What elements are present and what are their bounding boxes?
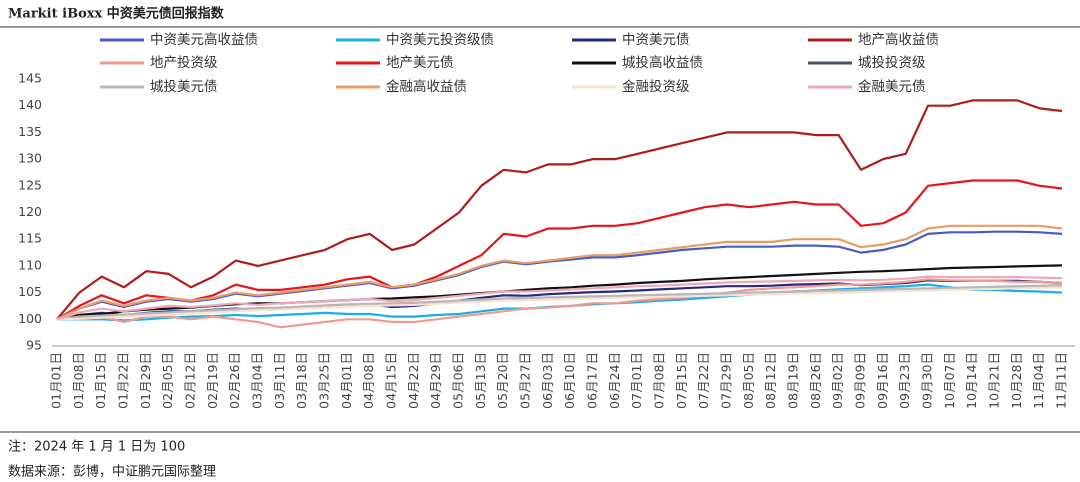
y-tick-label: 130 bbox=[18, 151, 42, 166]
x-tick-label: 02月12日 bbox=[183, 352, 198, 409]
legend-label: 中资美元投资级债 bbox=[386, 32, 494, 48]
legend-label: 城投高收益债 bbox=[622, 54, 703, 71]
y-tick-label: 110 bbox=[18, 257, 42, 272]
x-tick-label: 05月13日 bbox=[473, 352, 488, 409]
legend-label: 地产高收益债 bbox=[858, 31, 939, 48]
x-tick-label: 06月17日 bbox=[585, 352, 600, 409]
x-tick-label: 07月01日 bbox=[629, 352, 644, 409]
x-tick-label: 11月04日 bbox=[1031, 352, 1046, 409]
x-tick-label: 08月05日 bbox=[741, 352, 756, 409]
legend-label: 金融美元债 bbox=[858, 79, 926, 95]
x-tick-label: 03月04日 bbox=[250, 352, 265, 409]
series-line bbox=[56, 99, 1063, 321]
legend-label: 城投美元债 bbox=[150, 79, 218, 95]
x-tick-label: 04月01日 bbox=[339, 352, 354, 409]
x-tick-label: 01月01日 bbox=[49, 352, 64, 409]
x-tick-label: 09月16日 bbox=[875, 352, 890, 409]
x-tick-label: 02月19日 bbox=[205, 352, 220, 409]
x-tick-label: 01月29日 bbox=[138, 352, 153, 409]
x-tick-label: 04月22日 bbox=[406, 352, 421, 409]
x-tick-label: 07月15日 bbox=[674, 352, 689, 409]
x-tick-label: 08月12日 bbox=[763, 352, 778, 409]
x-tick-label: 07月22日 bbox=[696, 352, 711, 409]
x-tick-label: 06月03日 bbox=[540, 352, 555, 409]
series-line bbox=[56, 275, 1063, 321]
footnote: 数据来源：彭博，中证鹏元国际整理 bbox=[8, 465, 216, 480]
series-line bbox=[56, 179, 1063, 321]
x-tick-label: 03月11日 bbox=[272, 352, 287, 409]
legend-label: 地产投资级 bbox=[150, 55, 218, 71]
x-tick-label: 04月08日 bbox=[361, 352, 376, 409]
x-tick-label: 06月10日 bbox=[562, 352, 577, 409]
x-tick-label: 04月29日 bbox=[428, 352, 443, 409]
x-tick-label: 09月09日 bbox=[853, 352, 868, 409]
x-tick-label: 01月15日 bbox=[93, 352, 108, 409]
legend-label: 中资美元高收益债 bbox=[150, 31, 258, 48]
footnote: 注：2024 年 1 月 1 日为 100 bbox=[8, 440, 185, 455]
x-tick-label: 09月30日 bbox=[920, 352, 935, 409]
x-tick-label: 11月11日 bbox=[1054, 352, 1069, 409]
legend-label: 金融投资级 bbox=[622, 79, 690, 95]
series-line bbox=[56, 284, 1063, 321]
y-tick-label: 100 bbox=[18, 311, 42, 326]
chart-title: Markit iBoxx 中资美元债回报指数 bbox=[8, 6, 225, 22]
legend-label: 中资美元债 bbox=[622, 32, 690, 48]
x-tick-label: 01月22日 bbox=[116, 352, 131, 409]
series-line bbox=[56, 224, 1063, 321]
x-tick-label: 03月18日 bbox=[294, 352, 309, 409]
x-tick-label: 05月27日 bbox=[518, 352, 533, 409]
x-tick-label: 08月19日 bbox=[786, 352, 801, 409]
y-tick-label: 135 bbox=[18, 124, 42, 139]
x-tick-label: 07月29日 bbox=[719, 352, 734, 409]
x-tick-label: 06月24日 bbox=[607, 352, 622, 409]
x-tick-label: 05月06日 bbox=[451, 352, 466, 409]
series-line bbox=[56, 286, 1063, 321]
x-tick-label: 09月02日 bbox=[830, 352, 845, 409]
x-tick-label: 01月08日 bbox=[71, 352, 86, 409]
x-tick-label: 03月25日 bbox=[317, 352, 332, 409]
y-tick-label: 145 bbox=[18, 71, 42, 86]
x-tick-label: 09月23日 bbox=[897, 352, 912, 409]
y-tick-label: 125 bbox=[18, 177, 42, 192]
x-tick-label: 10月28日 bbox=[1009, 352, 1024, 409]
y-tick-label: 105 bbox=[18, 284, 42, 299]
x-tick-label: 02月05日 bbox=[160, 352, 175, 409]
x-tick-label: 05月20日 bbox=[495, 352, 510, 409]
x-tick-label: 07月08日 bbox=[652, 352, 667, 409]
y-tick-label: 120 bbox=[18, 204, 42, 219]
legend-label: 城投投资级 bbox=[858, 55, 926, 71]
y-tick-label: 115 bbox=[18, 231, 42, 246]
legend-label: 地产美元债 bbox=[386, 55, 454, 71]
y-tick-label: 140 bbox=[18, 97, 42, 112]
series-line bbox=[56, 278, 1063, 329]
x-tick-label: 10月14日 bbox=[964, 352, 979, 409]
x-tick-label: 02月26日 bbox=[227, 352, 242, 409]
legend-label: 金融高收益债 bbox=[386, 78, 467, 95]
x-tick-label: 10月07日 bbox=[942, 352, 957, 409]
y-tick-label: 95 bbox=[26, 338, 42, 353]
x-tick-label: 08月26日 bbox=[808, 352, 823, 409]
x-tick-label: 10月21日 bbox=[987, 352, 1002, 409]
x-tick-label: 04月15日 bbox=[384, 352, 399, 409]
